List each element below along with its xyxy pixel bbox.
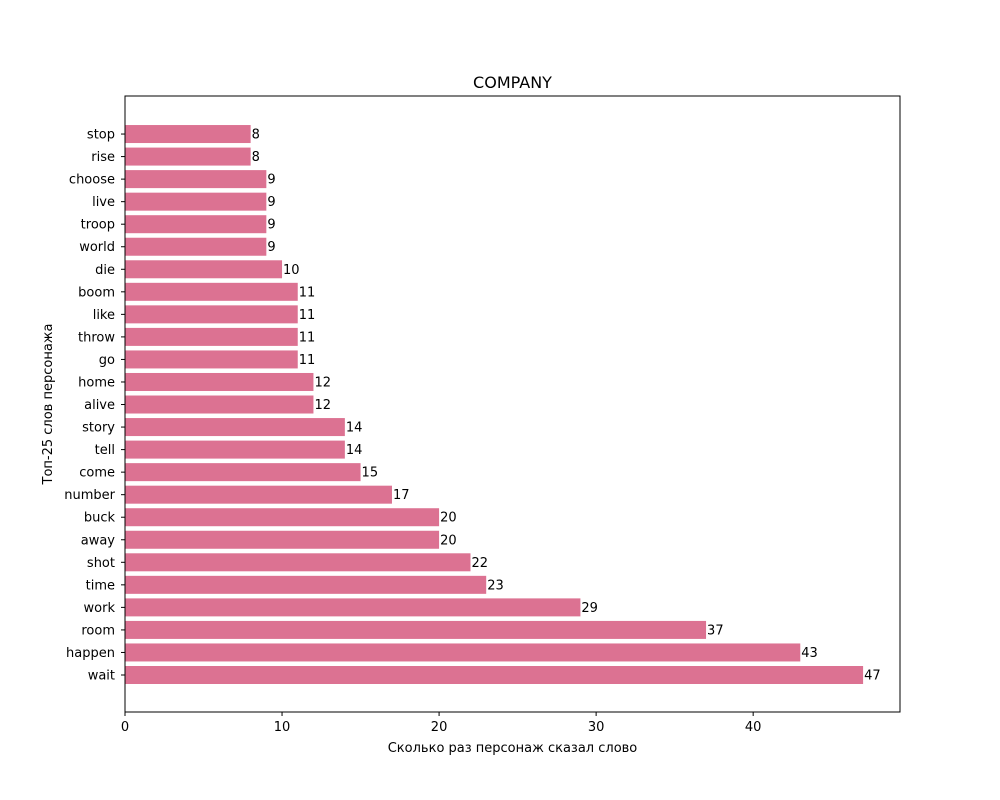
bar-live — [125, 192, 267, 211]
bar-choose — [125, 170, 267, 189]
value-label-room: 37 — [707, 623, 724, 638]
value-label-die: 10 — [283, 263, 300, 278]
y-tick-label-story: story — [82, 421, 115, 436]
y-tick-label-boom: boom — [78, 285, 115, 300]
value-label-go: 11 — [299, 353, 316, 368]
y-tick-label-tell: tell — [95, 443, 115, 458]
y-axis-label: Топ-25 слов персонажа — [41, 324, 56, 486]
bar-tell — [125, 440, 345, 459]
value-label-tell: 14 — [346, 443, 363, 458]
value-label-world: 9 — [267, 240, 275, 255]
value-label-happen: 43 — [801, 646, 818, 661]
value-label-work: 29 — [581, 601, 598, 616]
bar-like — [125, 305, 298, 324]
value-labels-group: 47 43 37 29 23 22 20 20 17 15 14 14 12 12 11 11 11 11 10 9 9… — [252, 128, 881, 684]
bar-buck — [125, 508, 440, 527]
value-label-boom: 11 — [299, 285, 316, 300]
x-axis: 0 10 20 30 40 — [121, 712, 762, 735]
value-label-live: 9 — [267, 195, 275, 210]
y-tick-label-home: home — [78, 375, 115, 390]
y-axis: wait happen room work time shot away buck number… — [64, 128, 125, 684]
x-tick-label-30: 30 — [588, 720, 605, 735]
bar-room — [125, 620, 707, 639]
y-tick-label-wait: wait — [88, 669, 115, 684]
y-tick-label-buck: buck — [84, 511, 116, 526]
y-tick-label-go: go — [99, 353, 115, 368]
value-label-home: 12 — [314, 375, 331, 390]
y-tick-label-shot: shot — [87, 556, 115, 571]
y-tick-label-number: number — [64, 488, 115, 503]
bar-happen — [125, 643, 801, 662]
bar-number — [125, 485, 392, 504]
value-label-time: 23 — [487, 578, 504, 593]
value-label-story: 14 — [346, 421, 363, 436]
plot-frame — [124, 95, 901, 713]
y-tick-label-world: world — [79, 240, 115, 255]
y-tick-label-stop: stop — [87, 128, 115, 143]
bar-home — [125, 372, 314, 391]
y-tick-label-like: like — [93, 308, 115, 323]
y-tick-label-throw: throw — [78, 330, 115, 345]
value-label-wait: 47 — [864, 669, 881, 684]
y-tick-label-troop: troop — [81, 218, 115, 233]
value-label-throw: 11 — [299, 330, 316, 345]
x-tick-label-20: 20 — [431, 720, 448, 735]
y-tick-label-choose: choose — [69, 173, 115, 188]
value-label-rise: 8 — [252, 150, 260, 165]
y-tick-label-happen: happen — [66, 646, 115, 661]
y-tick-label-time: time — [86, 578, 115, 593]
bars-group — [125, 125, 864, 684]
bar-wait — [125, 666, 864, 684]
bar-come — [125, 463, 361, 482]
bar-die — [125, 260, 283, 279]
x-tick-label-10: 10 — [274, 720, 291, 735]
value-label-like: 11 — [299, 308, 316, 323]
value-label-stop: 8 — [252, 128, 260, 143]
value-label-away: 20 — [440, 533, 457, 548]
bar-work — [125, 598, 581, 617]
bar-away — [125, 530, 440, 549]
value-label-buck: 20 — [440, 511, 457, 526]
value-label-shot: 22 — [471, 556, 488, 571]
bar-troop — [125, 215, 267, 234]
bar-go — [125, 350, 298, 369]
y-tick-label-come: come — [79, 466, 115, 481]
bar-story — [125, 418, 345, 437]
bar-time — [125, 575, 487, 594]
chart-title: COMPANY — [473, 73, 552, 92]
value-label-number: 17 — [393, 488, 410, 503]
value-label-alive: 12 — [314, 398, 331, 413]
x-axis-label: Сколько раз персонаж сказал слово — [388, 741, 638, 756]
y-tick-label-away: away — [81, 533, 116, 548]
bar-stop — [125, 125, 251, 144]
x-tick-label-0: 0 — [121, 720, 129, 735]
y-tick-label-alive: alive — [84, 398, 115, 413]
bar-boom — [125, 282, 298, 301]
value-label-choose: 9 — [267, 173, 275, 188]
x-tick-label-40: 40 — [745, 720, 762, 735]
bar-shot — [125, 553, 471, 572]
y-tick-label-live: live — [92, 195, 115, 210]
y-tick-label-room: room — [81, 623, 115, 638]
bar-rise — [125, 147, 251, 166]
value-label-come: 15 — [362, 466, 379, 481]
y-tick-label-die: die — [95, 263, 115, 278]
bar-alive — [125, 395, 314, 414]
bar-throw — [125, 327, 298, 346]
y-tick-label-work: work — [84, 601, 116, 616]
y-tick-label-rise: rise — [91, 150, 115, 165]
value-label-troop: 9 — [267, 218, 275, 233]
bar-world — [125, 237, 267, 256]
